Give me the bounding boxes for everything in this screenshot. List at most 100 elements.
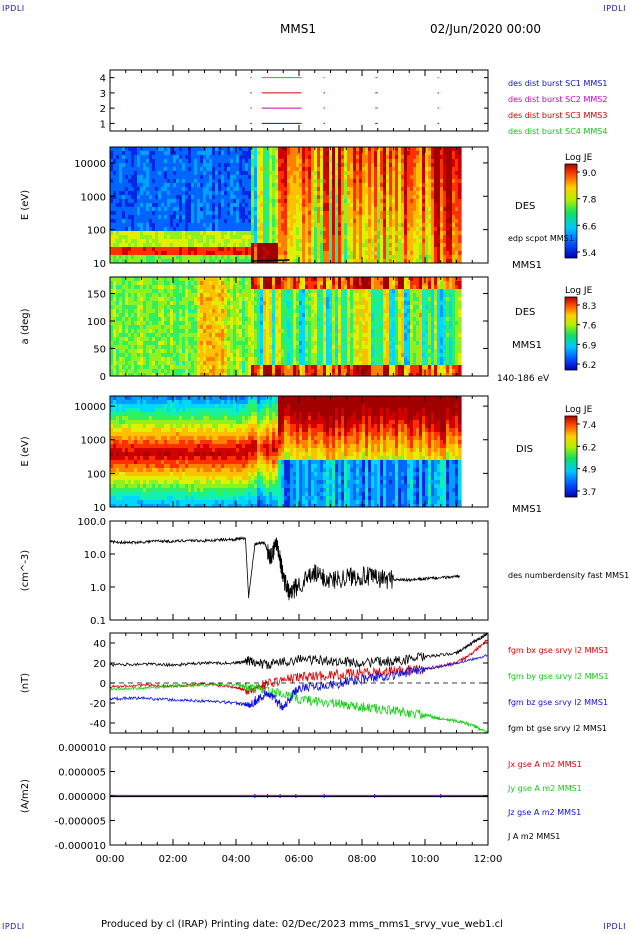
mission-title: MMS1 [280, 22, 316, 36]
y-tick-label: 100.0 [77, 517, 106, 528]
y-tick-label: 100 [87, 469, 106, 480]
field-series-line [109, 654, 488, 711]
panel-right-label: MMS1 [512, 260, 542, 271]
current-legend-label: Jy gse A m2 MMS1 [507, 784, 582, 793]
corner-tag-bottom-right: IPDLI [603, 922, 626, 931]
time-tick-label: 00:00 [96, 854, 125, 865]
burst-legend-label: des dist burst SC4 MMS4 [508, 127, 607, 136]
y-tick-label: 1000 [81, 192, 106, 203]
colorbar-tick-label: 4.9 [582, 466, 597, 476]
colorbar [564, 415, 578, 498]
y-axis-label: E (eV) [20, 190, 31, 220]
time-tick-label: 10:00 [411, 854, 440, 865]
panel-right-label: DES [515, 201, 535, 212]
y-tick-label: 2 [100, 104, 106, 115]
panel-right-label: 140-186 eV [497, 374, 550, 384]
y-tick-label: 1 [100, 119, 106, 130]
scpot-trace [251, 259, 290, 262]
date-title: 02/Jun/2020 00:00 [430, 22, 542, 36]
field-legend-label: fgm bx gse srvy l2 MMS1 [508, 646, 609, 655]
y-tick-label: 20 [93, 659, 106, 670]
y-tick-label: 100 [87, 226, 106, 237]
y-tick-label: -20 [90, 699, 106, 710]
current-legend-label: Jx gse A m2 MMS1 [507, 760, 582, 769]
colorbar-tick-label: 5.4 [582, 249, 597, 259]
time-tick-label: 02:00 [159, 854, 188, 865]
y-axis-label: E (eV) [20, 436, 31, 466]
colorbar-tick-label: 9.0 [582, 169, 597, 179]
y-tick-label: 0.000005 [58, 768, 106, 779]
field-legend-label: fgm by gse srvy l2 MMS1 [508, 672, 609, 681]
y-tick-label: 100 [87, 317, 106, 328]
y-tick-label: 0 [100, 372, 106, 383]
colorbar-tick-label: 7.8 [582, 196, 597, 206]
panel-right-label: MMS1 [512, 340, 542, 351]
panel-right-label: MMS1 [512, 504, 542, 515]
y-tick-label: 10 [93, 503, 106, 514]
corner-tag-bottom-left: IPDLI [2, 922, 25, 931]
y-tick-label: 150 [87, 290, 106, 301]
panel-frame [109, 69, 489, 132]
burst-legend-label: des dist burst SC2 MMS2 [508, 95, 607, 104]
y-tick-label: 40 [93, 639, 106, 650]
colorbar-tick-label: 3.7 [582, 488, 596, 498]
y-tick-label: 0.000000 [58, 792, 106, 803]
colorbar-title: Log JE [565, 405, 593, 415]
y-tick-label: 10000 [74, 159, 106, 170]
field-series-line [109, 632, 488, 670]
y-tick-label: -0.000010 [55, 841, 106, 852]
y-tick-label: 0.000010 [58, 743, 106, 754]
y-tick-label: 1.0 [90, 583, 106, 594]
density-series-line [109, 535, 460, 601]
y-tick-label: 0.1 [90, 616, 106, 627]
dis-energy-spectrogram [110, 396, 462, 507]
time-tick-label: 08:00 [348, 854, 377, 865]
y-tick-label: -40 [90, 719, 106, 730]
burst-legend-label: des dist burst SC3 MMS3 [508, 111, 607, 120]
panel-right-label: DIS [516, 444, 533, 455]
colorbar-tick-label: 6.9 [582, 341, 597, 351]
current-legend-label: Jz gse A m2 MMS1 [507, 808, 581, 817]
colorbar-tick-label: 8.3 [582, 302, 596, 312]
y-tick-label: -0.000005 [55, 817, 106, 828]
y-tick-label: 3 [100, 89, 106, 100]
time-tick-label: 06:00 [285, 854, 314, 865]
panel-right-label: edp scpot MMS1 [508, 234, 574, 243]
time-tick-label: 12:00 [474, 854, 503, 865]
time-tick-label: 04:00 [222, 854, 251, 865]
y-tick-label: 10 [93, 259, 106, 270]
colorbar-tick-label: 6.6 [582, 222, 597, 232]
density-legend-label: des numberdensity fast MMS1 [508, 571, 629, 580]
panel-right-label: DES [515, 307, 535, 318]
current-legend-label: J A m2 MMS1 [507, 832, 560, 841]
corner-tag-top-right: IPDLI [603, 4, 626, 13]
field-legend-label: fgm bt gse srvy l2 MMS1 [508, 724, 607, 733]
y-tick-label: 4 [100, 74, 106, 85]
field-series-line [109, 681, 488, 734]
y-tick-label: 0 [100, 679, 106, 690]
footer-credits: Produced by cl (IRAP) Printing date: 02/… [101, 919, 503, 930]
colorbar [564, 163, 578, 259]
des-pitch-angle-spectrogram [110, 277, 462, 376]
y-tick-label: 10.0 [84, 550, 106, 561]
y-tick-label: 50 [93, 345, 106, 356]
colorbar-title: Log JE [565, 153, 593, 163]
colorbar [564, 296, 578, 371]
colorbar-tick-label: 6.2 [582, 361, 596, 371]
field-legend-label: fgm bz gse srvy l2 MMS1 [508, 698, 608, 707]
corner-tag-top-left: IPDLI [2, 4, 25, 13]
burst-legend-label: des dist burst SC1 MMS1 [508, 79, 607, 88]
y-tick-label: 10000 [74, 402, 106, 413]
colorbar-tick-label: 7.4 [582, 421, 597, 431]
colorbar-title: Log JE [565, 286, 593, 296]
des-energy-spectrogram [110, 147, 462, 263]
field-series-line [109, 639, 488, 695]
y-axis-label: (A/m2) [20, 779, 31, 813]
y-axis-label: a (deg) [20, 308, 31, 344]
colorbar-tick-label: 6.2 [582, 443, 596, 453]
y-axis-label: (nT) [20, 673, 31, 693]
colorbar-tick-label: 7.6 [582, 322, 597, 332]
y-axis-label: (cm^-3) [20, 550, 31, 591]
y-tick-label: 1000 [81, 436, 106, 447]
